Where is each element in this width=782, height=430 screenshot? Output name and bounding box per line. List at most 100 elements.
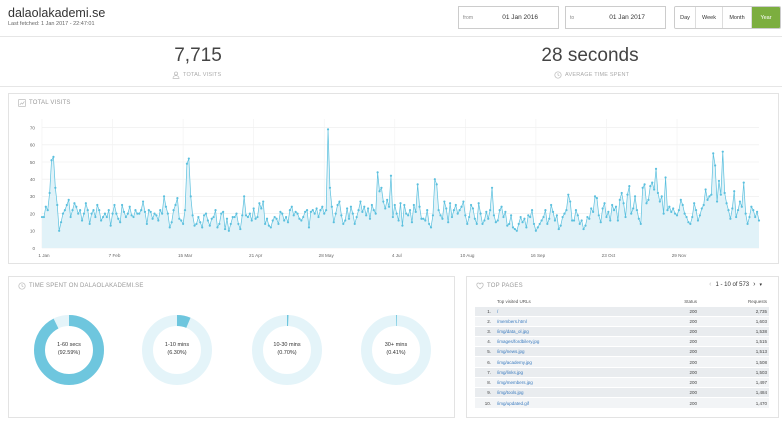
visits-point xyxy=(643,183,646,186)
visits-point xyxy=(223,227,227,231)
requests-cell: 1,484 xyxy=(699,386,769,398)
range-week-button[interactable]: Week xyxy=(696,7,723,28)
visits-point xyxy=(588,217,591,220)
page-url-link[interactable]: /img/academy.jpg xyxy=(495,356,659,368)
visits-point xyxy=(71,209,74,212)
visits-point xyxy=(220,212,223,215)
status-cell: 200 xyxy=(659,366,699,378)
visits-point xyxy=(54,186,57,189)
table-row: 5./img/news.jpg 200 1,513 xyxy=(475,346,769,357)
visits-point xyxy=(742,181,745,184)
prev-page-icon[interactable]: ‹ xyxy=(709,281,712,288)
range-month-button[interactable]: Month xyxy=(723,7,752,28)
visits-point xyxy=(521,221,524,224)
visits-point xyxy=(614,205,618,208)
visits-point xyxy=(372,209,375,212)
visits-point xyxy=(485,210,488,213)
visits-point xyxy=(138,212,141,215)
requests-cell: 1,513 xyxy=(699,346,769,357)
visits-point xyxy=(693,202,696,205)
visits-point xyxy=(113,203,116,207)
visits-point xyxy=(141,200,145,203)
next-page-icon[interactable]: › xyxy=(753,281,756,288)
table-row: 8./img/members.jpg 200 1,497 xyxy=(475,376,769,388)
donut-label-4: 30+ mins (0.41%) xyxy=(368,341,424,357)
visits-point xyxy=(96,203,99,207)
x-tick-label: 21 Apr xyxy=(249,253,263,258)
visits-point xyxy=(466,222,469,226)
requests-cell: 1,503 xyxy=(699,366,769,378)
status-cell: 200 xyxy=(659,397,699,408)
visits-point xyxy=(687,221,690,224)
table-row: 3./img/data_ol.jpg 200 1,538 xyxy=(475,325,769,337)
visits-point xyxy=(628,184,631,188)
visits-point xyxy=(496,219,499,222)
visits-point xyxy=(704,188,707,191)
last-fetched-text: Last fetched: 1 Jan 2017 - 22:47:01 xyxy=(8,21,95,27)
range-day-button[interactable]: Day xyxy=(675,7,696,28)
visits-point xyxy=(229,222,232,226)
visits-point xyxy=(361,210,364,213)
visits-point xyxy=(338,200,341,203)
visits-point xyxy=(397,219,400,222)
page-url-link[interactable]: /images/fordbilery.jpg xyxy=(495,336,659,347)
visits-point xyxy=(738,200,742,203)
visits-point xyxy=(143,210,147,213)
page-url-link[interactable]: /members.html xyxy=(495,315,659,327)
page-url-link[interactable]: /img/updated.gif xyxy=(495,397,659,408)
visits-point xyxy=(403,203,406,207)
y-tick-label: 0 xyxy=(32,246,35,251)
visits-point xyxy=(538,222,541,226)
page-url-link[interactable]: /img/data_ol.jpg xyxy=(495,325,659,337)
requests-cell: 1,497 xyxy=(699,376,769,388)
visits-point xyxy=(90,212,93,215)
from-label: from xyxy=(463,15,473,21)
visits-point xyxy=(407,214,410,217)
visits-point xyxy=(368,217,372,220)
row-index: 8. xyxy=(475,376,495,388)
to-date-field[interactable]: to 01 Jan 2017 xyxy=(565,6,666,29)
visits-point xyxy=(462,200,465,203)
visits-point xyxy=(246,215,250,219)
status-cell: 200 xyxy=(659,376,699,388)
visits-point xyxy=(454,203,457,207)
page-url-link[interactable]: /img/news.jpg xyxy=(495,346,659,357)
visits-point xyxy=(67,198,70,201)
visits-point xyxy=(429,226,433,229)
visits-point xyxy=(302,215,305,219)
visits-point xyxy=(130,214,133,217)
visits-point xyxy=(662,212,665,215)
visits-point xyxy=(591,210,595,213)
page-url-link[interactable]: / xyxy=(495,305,659,317)
visits-point xyxy=(569,200,572,203)
from-date-field[interactable]: from 01 Jan 2016 xyxy=(458,6,559,29)
page-url-link[interactable]: /img/members.jpg xyxy=(495,376,659,388)
visits-point xyxy=(305,209,309,212)
status-cell: 200 xyxy=(659,346,699,357)
visits-point xyxy=(727,209,730,212)
page-url-link[interactable]: /img/tools.jpg xyxy=(495,386,659,398)
total-visits-kpi-label: TOTAL VISITS xyxy=(172,71,221,79)
range-year-button[interactable]: Year xyxy=(752,7,780,28)
visits-point xyxy=(750,205,753,208)
visits-point xyxy=(79,209,82,212)
visits-point xyxy=(483,219,486,222)
visits-point xyxy=(216,226,219,229)
visits-point xyxy=(189,195,192,198)
visits-point xyxy=(176,197,179,200)
row-index: 2. xyxy=(475,315,495,327)
visits-point xyxy=(673,212,677,215)
visits-point xyxy=(519,215,522,219)
visits-point xyxy=(231,215,234,219)
visits-point xyxy=(365,214,368,217)
visits-point xyxy=(675,214,679,217)
visits-point xyxy=(632,207,635,210)
visits-point xyxy=(73,202,76,205)
visits-point xyxy=(153,212,156,215)
column-header-url: Top visited URLs xyxy=(497,298,531,304)
page-url-link[interactable]: /img/links.jpg xyxy=(495,366,659,378)
visits-point xyxy=(683,212,686,215)
chevron-down-icon[interactable]: ▾ xyxy=(759,281,762,288)
donut-1-segment xyxy=(34,315,104,385)
donut-2-range: 1-10 mins xyxy=(164,342,190,348)
